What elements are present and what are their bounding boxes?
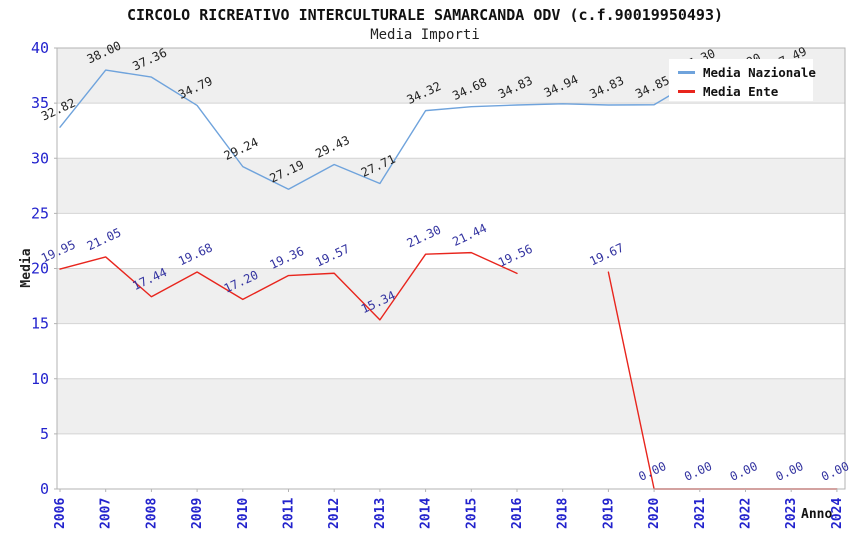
chart-title: CIRCOLO RICREATIVO INTERCULTURALE SAMARC…	[126, 6, 724, 24]
x-tick-label: 2008	[144, 498, 159, 529]
y-tick-label: 15	[31, 315, 49, 333]
y-tick-label: 40	[31, 39, 49, 57]
y-tick-label: 35	[31, 94, 49, 112]
x-tick-label: 2014	[419, 498, 434, 529]
legend-label-media-ente: Media Ente	[703, 84, 779, 99]
data-point-label: 0.00	[728, 459, 760, 484]
x-tick-label: 2016	[510, 498, 525, 529]
y-tick-label: 0	[40, 480, 49, 498]
x-tick-label: 2011	[282, 498, 297, 529]
data-point-label: 0.00	[773, 459, 805, 484]
media-ente-line-swatch	[678, 90, 695, 93]
x-tick-label: 2013	[373, 498, 388, 529]
data-point-label: 19.56	[496, 242, 535, 270]
data-point-label: 19.67	[587, 241, 626, 269]
media-nazionale-line-swatch	[678, 71, 695, 74]
x-tick-label: 2009	[190, 498, 205, 529]
svg-text:Media: Media	[19, 248, 34, 287]
plot-bands	[57, 48, 845, 434]
legend-label-media-nazionale: Media Nazionale	[703, 65, 816, 80]
data-point-label: 21.30	[405, 223, 444, 251]
x-tick-label: 2010	[236, 498, 251, 529]
y-axis-tick-labels: 0 5 10 15 20 25 30 35 40	[31, 39, 49, 498]
x-tick-label: 2020	[647, 498, 662, 529]
x-tick-label: 2019	[601, 498, 616, 529]
x-tick-label: 2018	[556, 498, 571, 529]
x-tick-label: 2006	[53, 498, 68, 529]
y-axis-title: Media	[19, 248, 34, 287]
data-point-label: 0.00	[682, 459, 714, 484]
data-point-label: 19.68	[176, 240, 215, 268]
y-tick-label: 10	[31, 370, 49, 388]
x-axis-tick-labels: 2006 2007 2008 2009 2010 2011 2012 2013 2014 2015…	[53, 498, 845, 529]
chart-subtitle: Media Importi	[370, 27, 480, 43]
plot-border	[54, 47, 846, 492]
x-tick-label: 2024	[830, 498, 845, 529]
y-tick-label: 20	[31, 260, 49, 278]
data-point-label: 29.43	[313, 133, 352, 161]
x-tick-label: 2023	[784, 498, 799, 529]
data-point-label: 21.44	[450, 221, 489, 249]
data-point-label: 19.57	[313, 242, 352, 270]
y-tick-label: 30	[31, 149, 49, 167]
x-tick-label: 2015	[464, 498, 479, 529]
y-tick-label: 5	[40, 425, 49, 443]
x-tick-label: 2022	[739, 498, 754, 529]
x-tick-label: 2021	[693, 498, 708, 529]
legend-item-media-ente: Media Ente	[678, 84, 813, 99]
legend-item-media-nazionale: Media Nazionale	[678, 65, 816, 80]
x-axis-title: Anno	[801, 507, 833, 522]
data-point-label: 21.05	[85, 225, 124, 253]
legend: Media Nazionale Media Ente	[669, 59, 816, 101]
data-point-label: 19.36	[267, 244, 306, 272]
x-tick-label: 2007	[99, 498, 114, 529]
x-tick-label: 2012	[327, 498, 342, 529]
y-tick-label: 25	[31, 204, 49, 222]
